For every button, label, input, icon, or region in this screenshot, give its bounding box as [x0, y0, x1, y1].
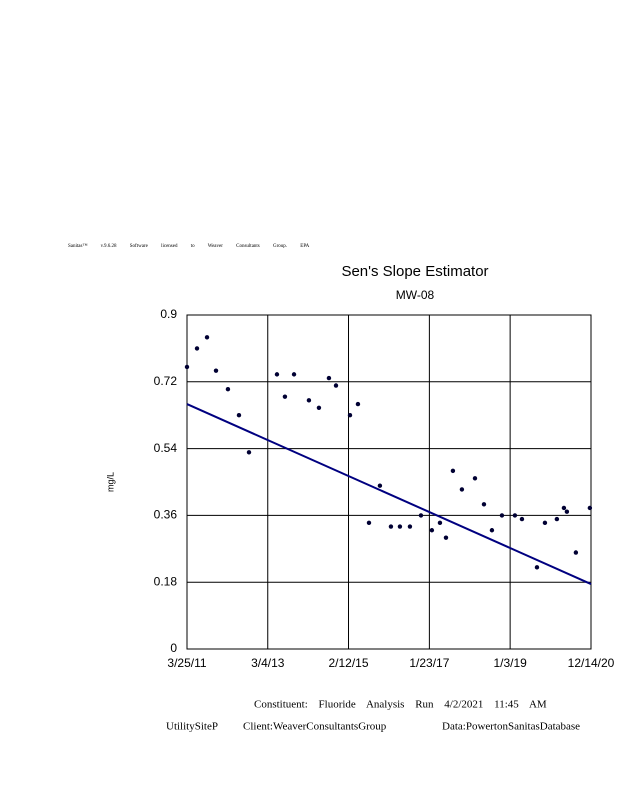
data-point	[407, 524, 413, 529]
data-point	[512, 513, 518, 518]
data-point	[561, 505, 567, 511]
x-tick-label: 1/3/19	[493, 656, 527, 670]
y-tick-label: 0.18	[154, 574, 178, 588]
data-point	[194, 346, 200, 351]
y-tick-label: 0	[170, 641, 177, 655]
data-point	[213, 368, 219, 373]
data-point	[481, 502, 487, 507]
data-point	[291, 372, 297, 377]
chart-subtitle: MW-08	[396, 288, 435, 302]
y-tick-label: 0.54	[154, 441, 178, 455]
data-point	[355, 401, 361, 407]
y-tick-label: 0.72	[154, 374, 178, 388]
x-tick-label: 3/25/11	[167, 656, 206, 670]
data-point	[450, 468, 456, 474]
data-point	[388, 524, 394, 529]
data-point	[534, 565, 540, 570]
data-point	[418, 513, 424, 518]
y-axis-label: mg/L	[105, 472, 115, 492]
data-point	[397, 524, 403, 529]
header: Sanitas™ v.9.6.28 Software licensed to W…	[68, 243, 310, 249]
data-point	[246, 450, 252, 455]
footer: Data:PowertonSanitasDatabase	[442, 721, 580, 733]
data-point	[519, 516, 525, 522]
data-point	[282, 394, 288, 399]
plot-frame	[186, 314, 592, 650]
x-tick-label: 12/14/20	[568, 656, 615, 670]
data-point	[225, 387, 231, 392]
data-point	[347, 413, 353, 418]
data-point	[333, 383, 339, 388]
data-point	[459, 487, 465, 492]
footer: Constituent: Fluoride Analysis Run 4/2/2…	[254, 699, 547, 711]
data-point	[564, 509, 570, 514]
x-tick-label: 1/23/17	[409, 656, 449, 670]
data-point	[542, 520, 548, 526]
data-point	[204, 335, 210, 340]
x-tick-label: 3/4/13	[251, 656, 285, 670]
data-point	[587, 505, 593, 511]
data-point	[236, 413, 242, 418]
y-tick-label: 0.36	[154, 508, 178, 522]
data-point	[554, 516, 560, 522]
data-point	[184, 364, 190, 370]
data-point	[274, 372, 280, 377]
footer: UtilitySiteP	[166, 721, 218, 733]
data-point	[573, 550, 579, 555]
data-point	[306, 398, 312, 403]
data-point	[326, 375, 332, 381]
data-point	[377, 483, 383, 488]
data-point	[499, 513, 505, 518]
trend-line	[186, 403, 592, 585]
data-point	[437, 520, 443, 526]
x-tick-label: 2/12/15	[328, 656, 368, 670]
data-point	[366, 520, 372, 526]
data-point	[489, 528, 495, 533]
y-tick-label: 0.9	[160, 307, 177, 321]
data-point	[443, 535, 449, 540]
data-point	[316, 405, 322, 410]
chart-title: Sen's Slope Estimator	[341, 263, 488, 280]
footer: Client:WeaverConsultantsGroup	[243, 721, 387, 733]
data-point	[472, 476, 478, 481]
data-point	[429, 528, 435, 533]
